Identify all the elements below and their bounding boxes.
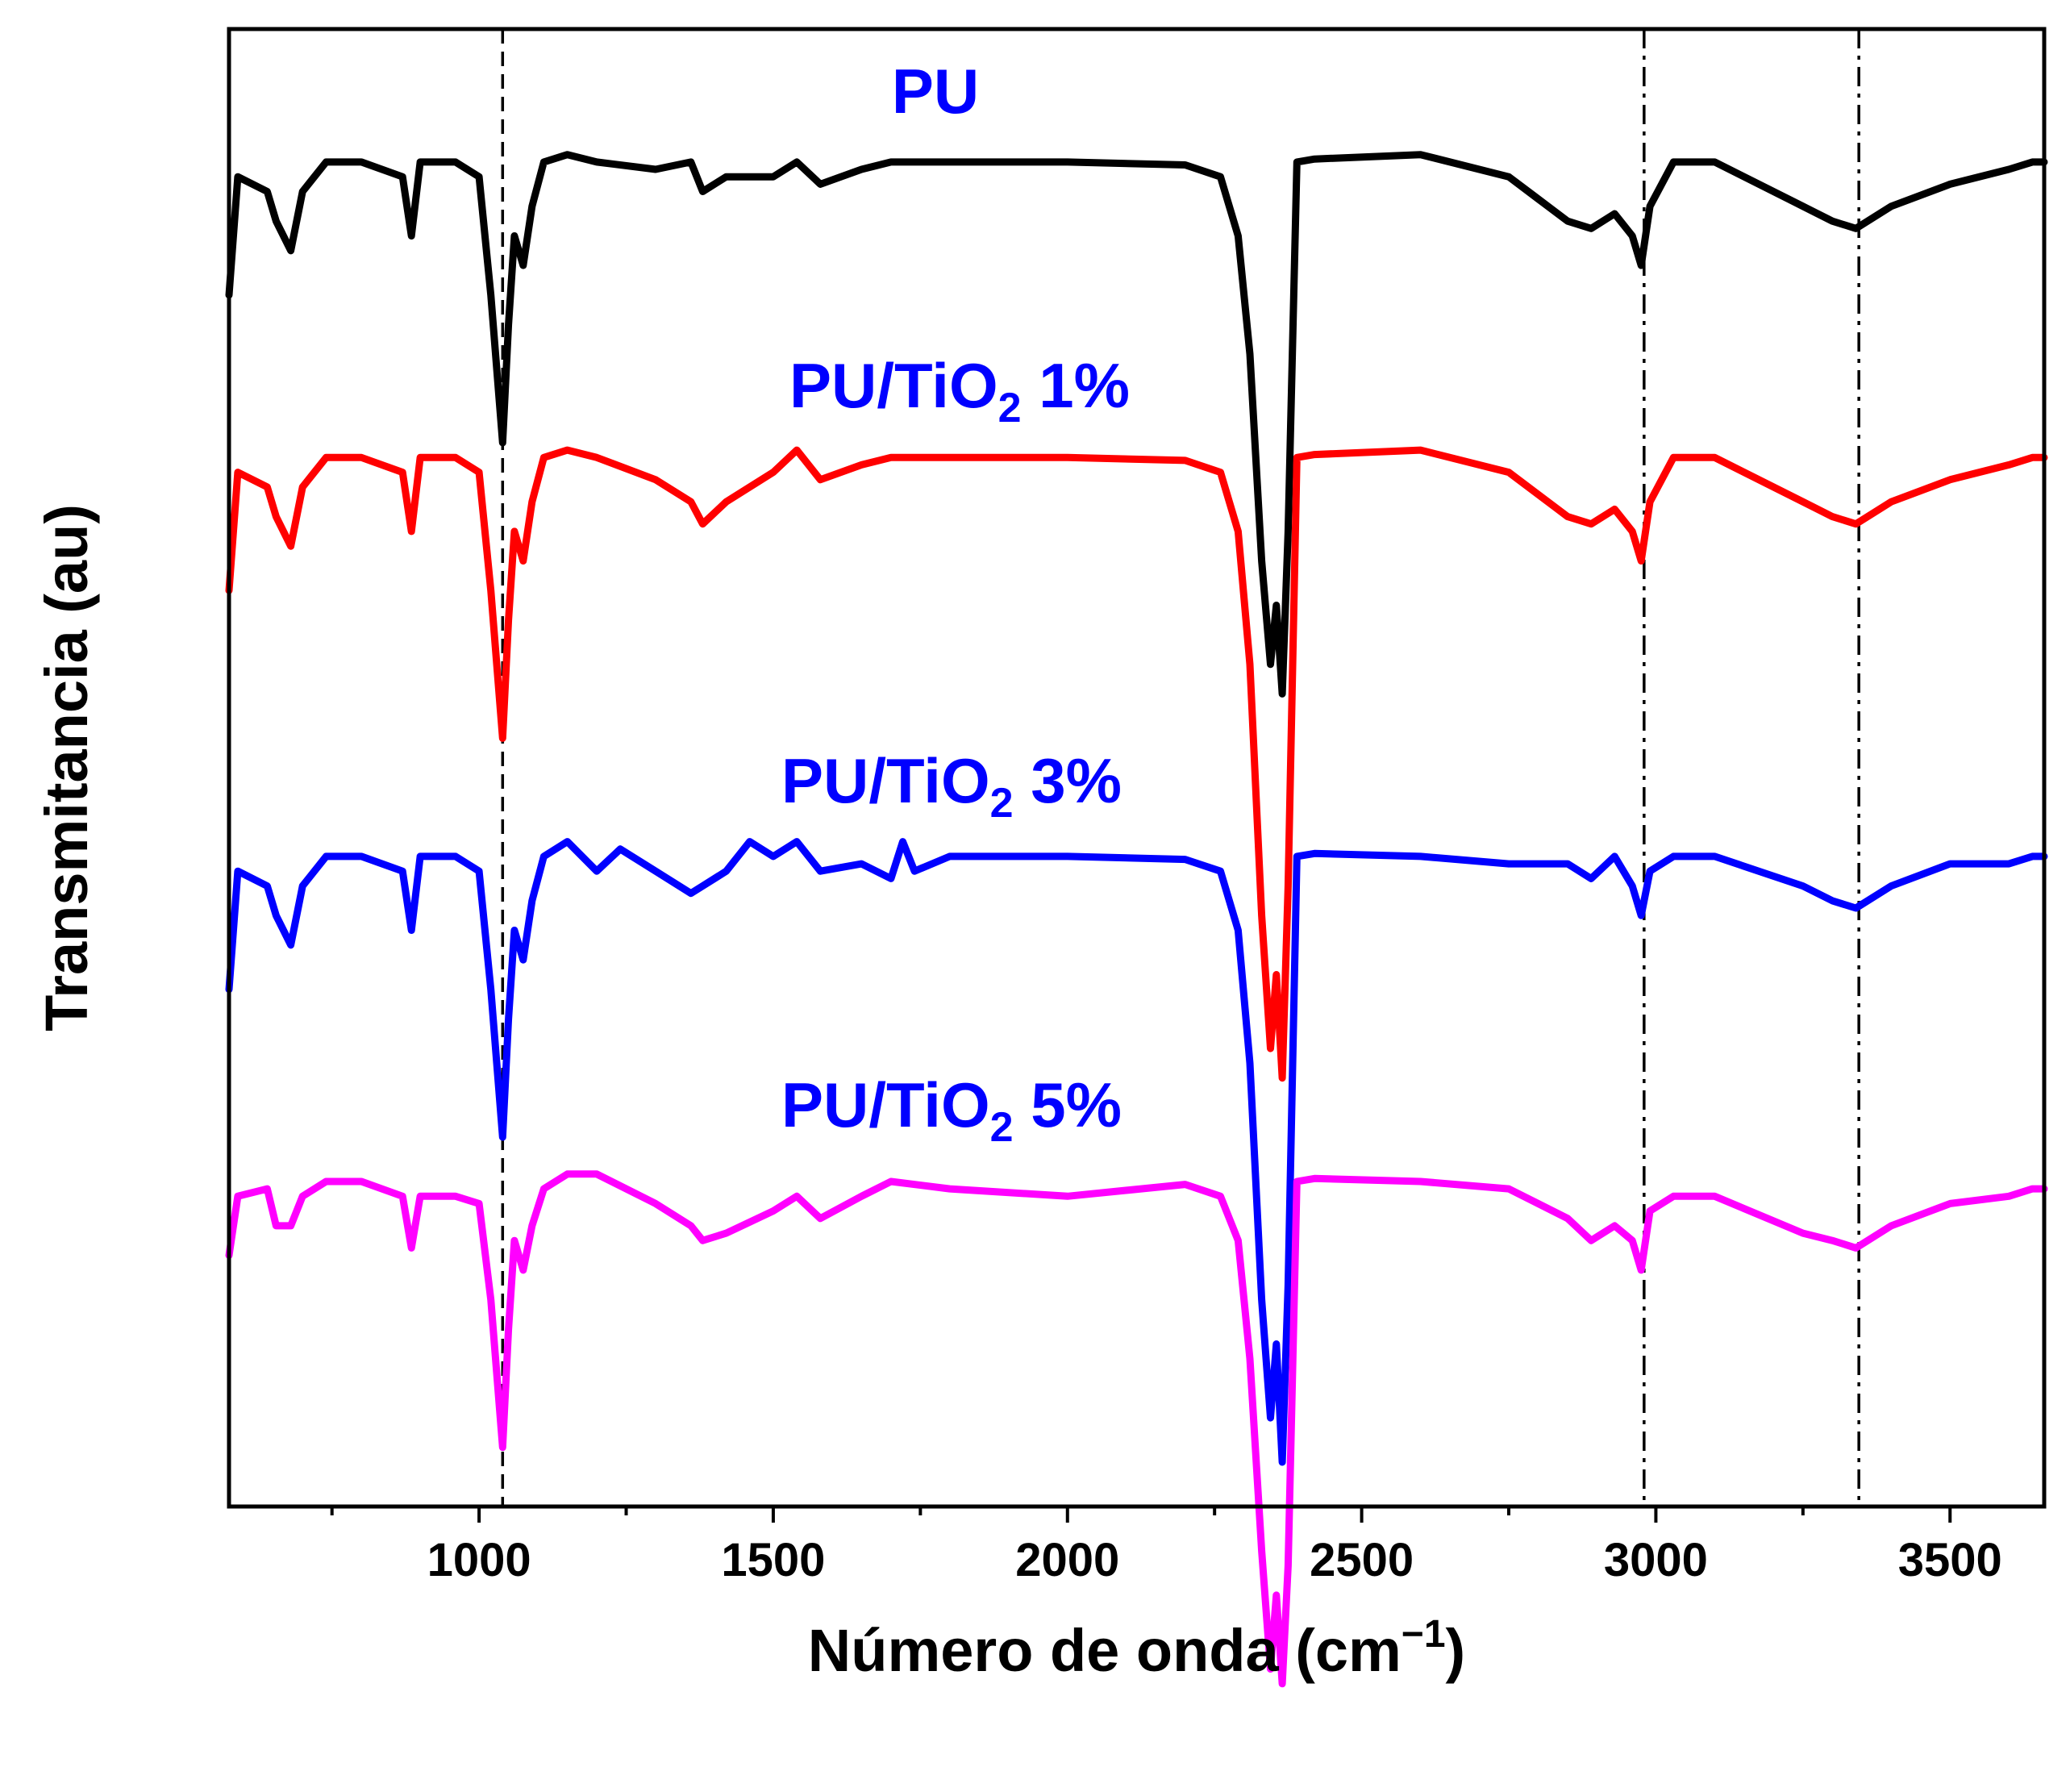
x-axis-title-close: ) [1446, 1617, 1466, 1684]
series-label-main: PU/TiO [789, 350, 998, 421]
series-label-4: PU/TiO2 5% [781, 1069, 1122, 1151]
series-lines [225, 151, 2048, 1688]
series-line-4 [225, 1170, 2048, 1688]
x-axis-tick-labels: 1000 1500 2000 2500 3000 3500 [427, 1534, 2002, 1586]
x-axis-ticks [330, 1507, 1952, 1523]
x-axis-title: Número de onda (cm−1) [808, 1613, 1465, 1684]
series-label-tail: 1% [1022, 350, 1130, 421]
x-tick-label-3: 2000 [1015, 1534, 1119, 1586]
series-line-3 [225, 838, 2048, 1466]
series-label-subscript: 2 [998, 385, 1022, 431]
series-label-2: PU/TiO2 1% [789, 350, 1130, 431]
series-line-2 [225, 446, 2048, 1082]
x-tick-label-1: 1000 [427, 1534, 531, 1586]
x-tick-label-4: 2500 [1310, 1534, 1414, 1586]
series-label-1: PU [892, 56, 979, 127]
x-tick-label-5: 3000 [1604, 1534, 1708, 1586]
series-label-tail: 3% [1014, 745, 1122, 816]
series-label-3: PU/TiO2 3% [781, 745, 1122, 827]
x-tick-label-2: 1500 [721, 1534, 825, 1586]
series-line-1 [225, 151, 2048, 698]
plot-frame [227, 27, 2047, 1509]
series-label-main: PU/TiO [781, 1069, 990, 1140]
series-label-subscript: 2 [990, 1104, 1014, 1151]
x-axis-title-superscript: −1 [1402, 1613, 1446, 1656]
reference-lines [501, 29, 1860, 1507]
series-label-subscript: 2 [990, 780, 1014, 827]
series-label-main: PU/TiO [781, 745, 990, 816]
x-axis-title-main: Número de onda (cm [808, 1617, 1402, 1684]
x-tick-label-6: 3500 [1898, 1534, 2002, 1586]
series-label-main: PU [892, 56, 979, 127]
series-label-tail: 5% [1014, 1069, 1122, 1140]
y-axis-title: Transmitancia (au) [33, 504, 100, 1031]
